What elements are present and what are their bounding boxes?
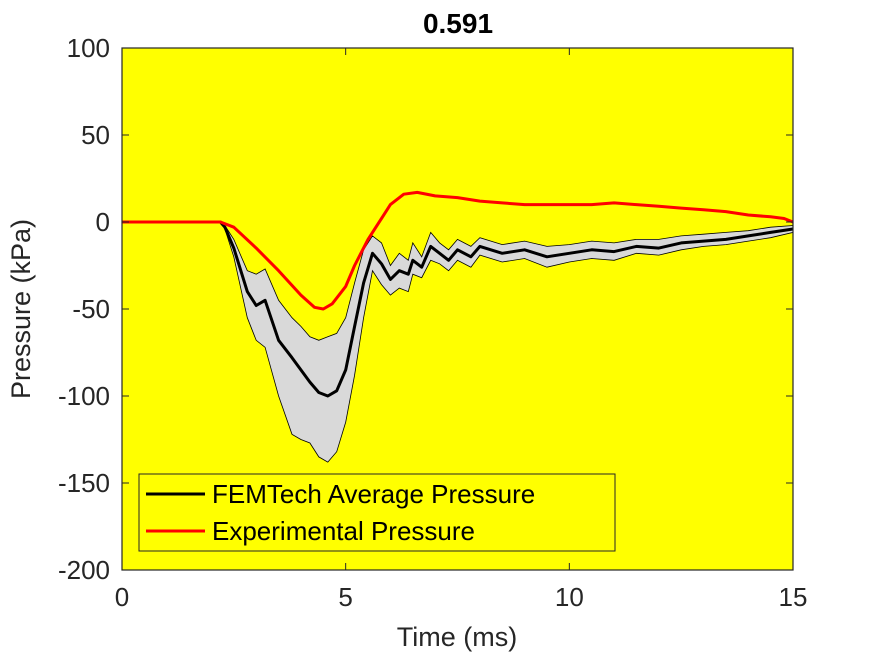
chart-title: 0.591 <box>423 8 493 39</box>
y-tick-label: -100 <box>58 381 110 411</box>
y-tick-label: 50 <box>81 120 110 150</box>
series-line-experimental <box>122 190 794 311</box>
y-tick-label: -200 <box>58 555 110 585</box>
y-tick-label: 0 <box>96 207 110 237</box>
y-tick-label: -150 <box>58 468 110 498</box>
legend-label-femtech: FEMTech Average Pressure <box>212 479 535 509</box>
x-tick-label: 0 <box>115 582 129 612</box>
x-axis-ticks: 0 5 10 15 <box>115 48 808 612</box>
x-tick-label: 15 <box>779 582 808 612</box>
legend-label-experimental: Experimental Pressure <box>212 516 475 546</box>
y-axis-ticks: 100 50 0 -50 -100 -150 -200 <box>58 33 793 585</box>
x-tick-label: 5 <box>338 582 352 612</box>
legend-box <box>138 473 616 552</box>
y-tick-label: 100 <box>67 33 110 63</box>
y-tick-label: -50 <box>72 294 110 324</box>
x-axis-label: Time (ms) <box>397 622 517 652</box>
x-tick-label: 10 <box>555 582 584 612</box>
y-axis-label: Pressure (kPa) <box>6 219 36 399</box>
legend: FEMTech Average Pressure Experimental Pr… <box>138 473 616 552</box>
series-layer <box>122 190 794 398</box>
series-line-femtech <box>122 220 794 398</box>
